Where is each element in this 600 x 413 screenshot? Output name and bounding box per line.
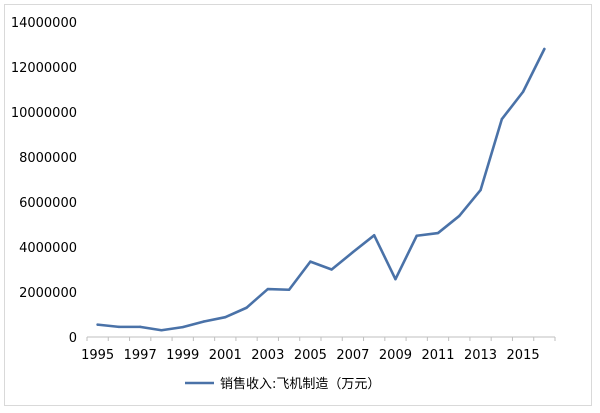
x-tick-label: 2007 — [336, 348, 369, 363]
series-layer — [96, 47, 546, 332]
data-point — [117, 325, 121, 329]
series-line — [96, 47, 546, 332]
x-tick-label: 1999 — [166, 348, 199, 363]
data-point — [202, 320, 206, 323]
x-tick-label: 1995 — [81, 348, 114, 363]
data-point — [224, 316, 227, 319]
y-tick-label: 2000000 — [19, 286, 77, 301]
data-point — [500, 118, 504, 121]
x-tick-label: 2001 — [209, 348, 242, 363]
data-point — [309, 260, 312, 263]
data-point — [330, 268, 333, 271]
data-point — [479, 188, 482, 192]
x-tick-label: 2013 — [464, 348, 497, 363]
legend-label: 销售收入:飞机制造（万元） — [220, 376, 380, 392]
x-tick-label: 2015 — [507, 348, 540, 363]
data-point — [458, 214, 461, 218]
data-point — [287, 288, 291, 291]
x-tick-label: 2005 — [294, 348, 327, 363]
data-point — [394, 277, 397, 281]
data-point — [415, 234, 418, 237]
y-tick-label: 6000000 — [19, 196, 77, 211]
x-tick-label: 2011 — [421, 348, 454, 363]
data-point — [266, 287, 270, 291]
data-point — [543, 47, 546, 51]
y-tick-label: 8000000 — [19, 151, 77, 166]
y-tick-label: 12000000 — [11, 61, 77, 76]
y-axis: 0 2000000 4000000 6000000 8000000 10000000 120… — [11, 16, 77, 346]
y-tick-label: 14000000 — [11, 16, 77, 31]
x-tick-label: 2009 — [379, 348, 412, 363]
data-point — [521, 90, 525, 93]
x-axis: 1995 1997 1999 2001 2003 2005 2007 2009 2011 2013… — [81, 336, 556, 363]
data-point — [372, 234, 376, 237]
x-tick-label: 1997 — [124, 348, 157, 363]
y-tick-label: 0 — [69, 331, 77, 346]
y-tick-label: 10000000 — [11, 106, 77, 121]
data-point — [181, 325, 184, 329]
data-point — [351, 250, 355, 254]
data-point — [138, 325, 142, 329]
x-tick-label: 2003 — [251, 348, 284, 363]
legend: 销售收入:飞机制造（万元） — [185, 376, 380, 392]
y-tick-label: 4000000 — [19, 241, 77, 256]
data-point — [160, 329, 163, 332]
chart-frame — [4, 4, 592, 406]
data-point — [245, 306, 248, 309]
data-point — [96, 323, 99, 326]
data-point — [436, 231, 440, 235]
